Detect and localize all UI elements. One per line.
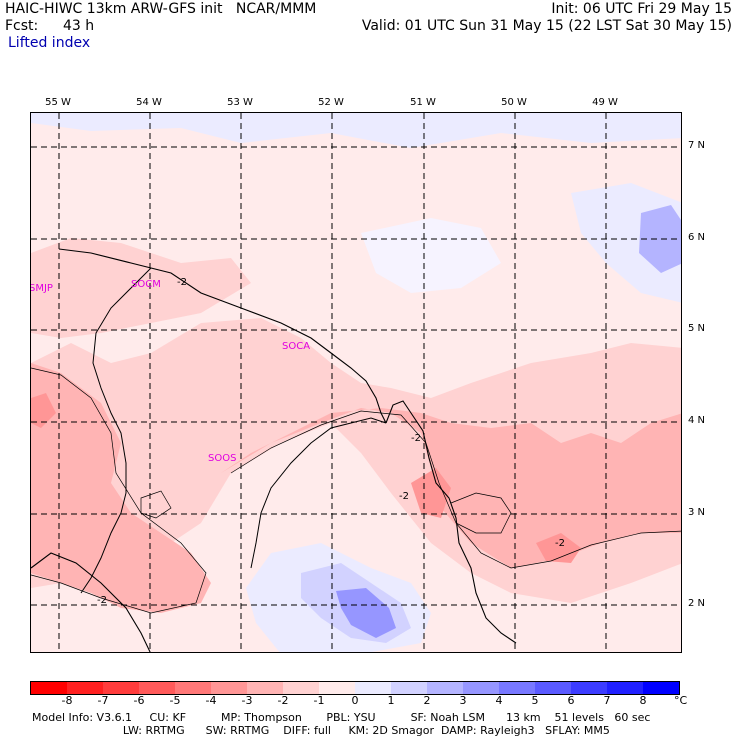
colorbar-swatch (319, 682, 355, 694)
colorbar-swatch (139, 682, 175, 694)
contour-label: -2 (97, 595, 107, 606)
negative-li-region (31, 238, 251, 338)
positive-li-region (336, 588, 396, 638)
colorbar-tick-label: -8 (61, 694, 73, 707)
positive-li-region (361, 218, 501, 293)
colorbar-tick-label: -2 (277, 694, 289, 707)
lon-label: 55 W (45, 97, 71, 108)
map-title: HAIC-HIWC 13km ARW-GFS init NCAR/MMM (5, 1, 317, 17)
lat-label: 6 N (688, 232, 706, 243)
colorbar-tick-label: 3 (459, 694, 467, 707)
colorbar-swatch (535, 682, 571, 694)
init-time: Init: 06 UTC Fri 29 May 15 (551, 1, 732, 17)
model-info-line-1: Model Info: V3.6.1 CU: KF MP: Thompson P… (32, 711, 651, 724)
contour-minus-2 (31, 367, 681, 614)
colorbar-swatch (67, 682, 103, 694)
colorbar-swatch (391, 682, 427, 694)
negative-li-region (31, 393, 56, 428)
colorbar-swatch (283, 682, 319, 694)
lat-label: 4 N (688, 415, 706, 426)
colorbar-tick-label: -6 (133, 694, 145, 707)
colorbar-tick-label: 2 (423, 694, 431, 707)
contour-label: -2 (555, 538, 565, 549)
station-label: SOOS (208, 453, 237, 464)
colorbar-tick-label: 4 (495, 694, 503, 707)
colorbar-swatch (31, 682, 67, 694)
map-canvas (31, 113, 681, 652)
colorbar-swatch (607, 682, 643, 694)
colorbar-tick-label: -5 (169, 694, 181, 707)
lon-label: 53 W (227, 97, 253, 108)
model-info-line-2: LW: RRTMG SW: RRTMG DIFF: full KM: 2D Sm… (32, 724, 610, 737)
colorbar-swatch (355, 682, 391, 694)
colorbar-tick-label: -1 (313, 694, 325, 707)
colorbar-swatch (175, 682, 211, 694)
colorbar-swatch (211, 682, 247, 694)
lat-label: 2 N (688, 598, 706, 609)
colorbar-swatch (643, 682, 679, 694)
station-label: SOCA (282, 341, 311, 352)
station-label: SOCM (131, 279, 161, 290)
colorbar-tick-label: -7 (97, 694, 109, 707)
colorbar-tick-label: -4 (205, 694, 217, 707)
colorbar-tick-label: 1 (387, 694, 395, 707)
contour-label: -2 (399, 491, 409, 502)
lon-label: 49 W (592, 97, 618, 108)
lat-label: 7 N (688, 140, 706, 151)
lat-label: 5 N (688, 323, 706, 334)
border-line (80, 267, 387, 594)
lon-label: 52 W (318, 97, 344, 108)
colorbar-tick-label: 5 (531, 694, 539, 707)
lon-label: 50 W (501, 97, 527, 108)
lon-label: 54 W (136, 97, 162, 108)
station-label: SMJP (30, 283, 53, 294)
lon-label: 51 W (410, 97, 436, 108)
lifted-index-map: SMJP SOCM SOCA SOOS -2 -2 -2 -2 -2 (30, 112, 682, 653)
positive-li-region (31, 113, 681, 148)
colorbar-tick-label: 7 (603, 694, 611, 707)
forecast-hours: 43 h (63, 18, 95, 34)
colorbar-swatch (103, 682, 139, 694)
colorbar-tick-label: 0 (351, 694, 359, 707)
contour-label: -2 (411, 433, 421, 444)
colorbar-swatch (247, 682, 283, 694)
contour-label: -2 (177, 277, 187, 288)
colorbar (30, 681, 680, 695)
colorbar-tick-label: 6 (567, 694, 575, 707)
negative-li-region (536, 533, 581, 563)
colorbar-tick-label: 8 (639, 694, 647, 707)
forecast-label: Fcst: (5, 18, 39, 34)
colorbar-unit: °C (674, 694, 688, 707)
negative-li-region (411, 468, 451, 518)
colorbar-swatch (571, 682, 607, 694)
colorbar-swatch (499, 682, 535, 694)
field-name: Lifted index (8, 35, 91, 51)
coastline (31, 248, 517, 652)
colorbar-swatch (463, 682, 499, 694)
positive-li-region (639, 205, 681, 273)
graticule (31, 113, 681, 652)
colorbar-swatch (427, 682, 463, 694)
colorbar-tick-label: -3 (241, 694, 253, 707)
lat-label: 3 N (688, 507, 706, 518)
valid-time: Valid: 01 UTC Sun 31 May 15 (22 LST Sat … (361, 18, 732, 34)
negative-li-region (31, 363, 211, 613)
